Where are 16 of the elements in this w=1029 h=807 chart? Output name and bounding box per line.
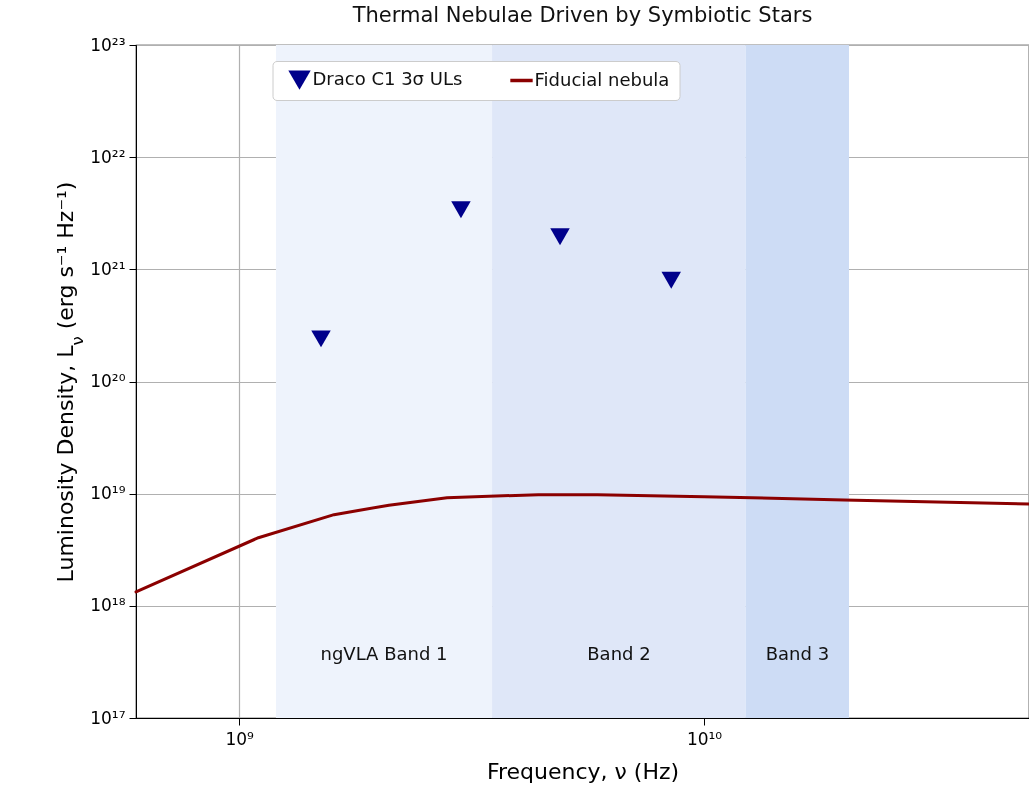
y-tick-label: 10¹⁷ bbox=[90, 707, 126, 728]
band-label: ngVLA Band 1 bbox=[320, 643, 448, 664]
y-tick-label: 10²¹ bbox=[90, 258, 126, 279]
legend-label: Draco C1 3σ ULs bbox=[312, 68, 463, 90]
y-tick-label: 10²³ bbox=[90, 34, 126, 55]
x-tick-label: 10¹⁰ bbox=[686, 728, 723, 749]
band-label: Band 3 bbox=[765, 643, 830, 664]
band-label: Band 2 bbox=[587, 643, 651, 664]
x-tick-label: 10⁹ bbox=[225, 728, 255, 749]
legend-label: Fiducial nebula bbox=[534, 68, 670, 90]
y-tick-label: 10¹⁸ bbox=[90, 595, 126, 616]
y-tick-label: 10²² bbox=[90, 146, 126, 167]
chart-title: Thermal Nebulae Driven by Symbiotic Stars bbox=[351, 3, 813, 27]
x-axis-title: Frequency, ν (Hz) bbox=[486, 758, 680, 784]
y-tick-label: 10²⁰ bbox=[90, 371, 126, 391]
y-tick-label: 10¹⁹ bbox=[90, 483, 126, 504]
